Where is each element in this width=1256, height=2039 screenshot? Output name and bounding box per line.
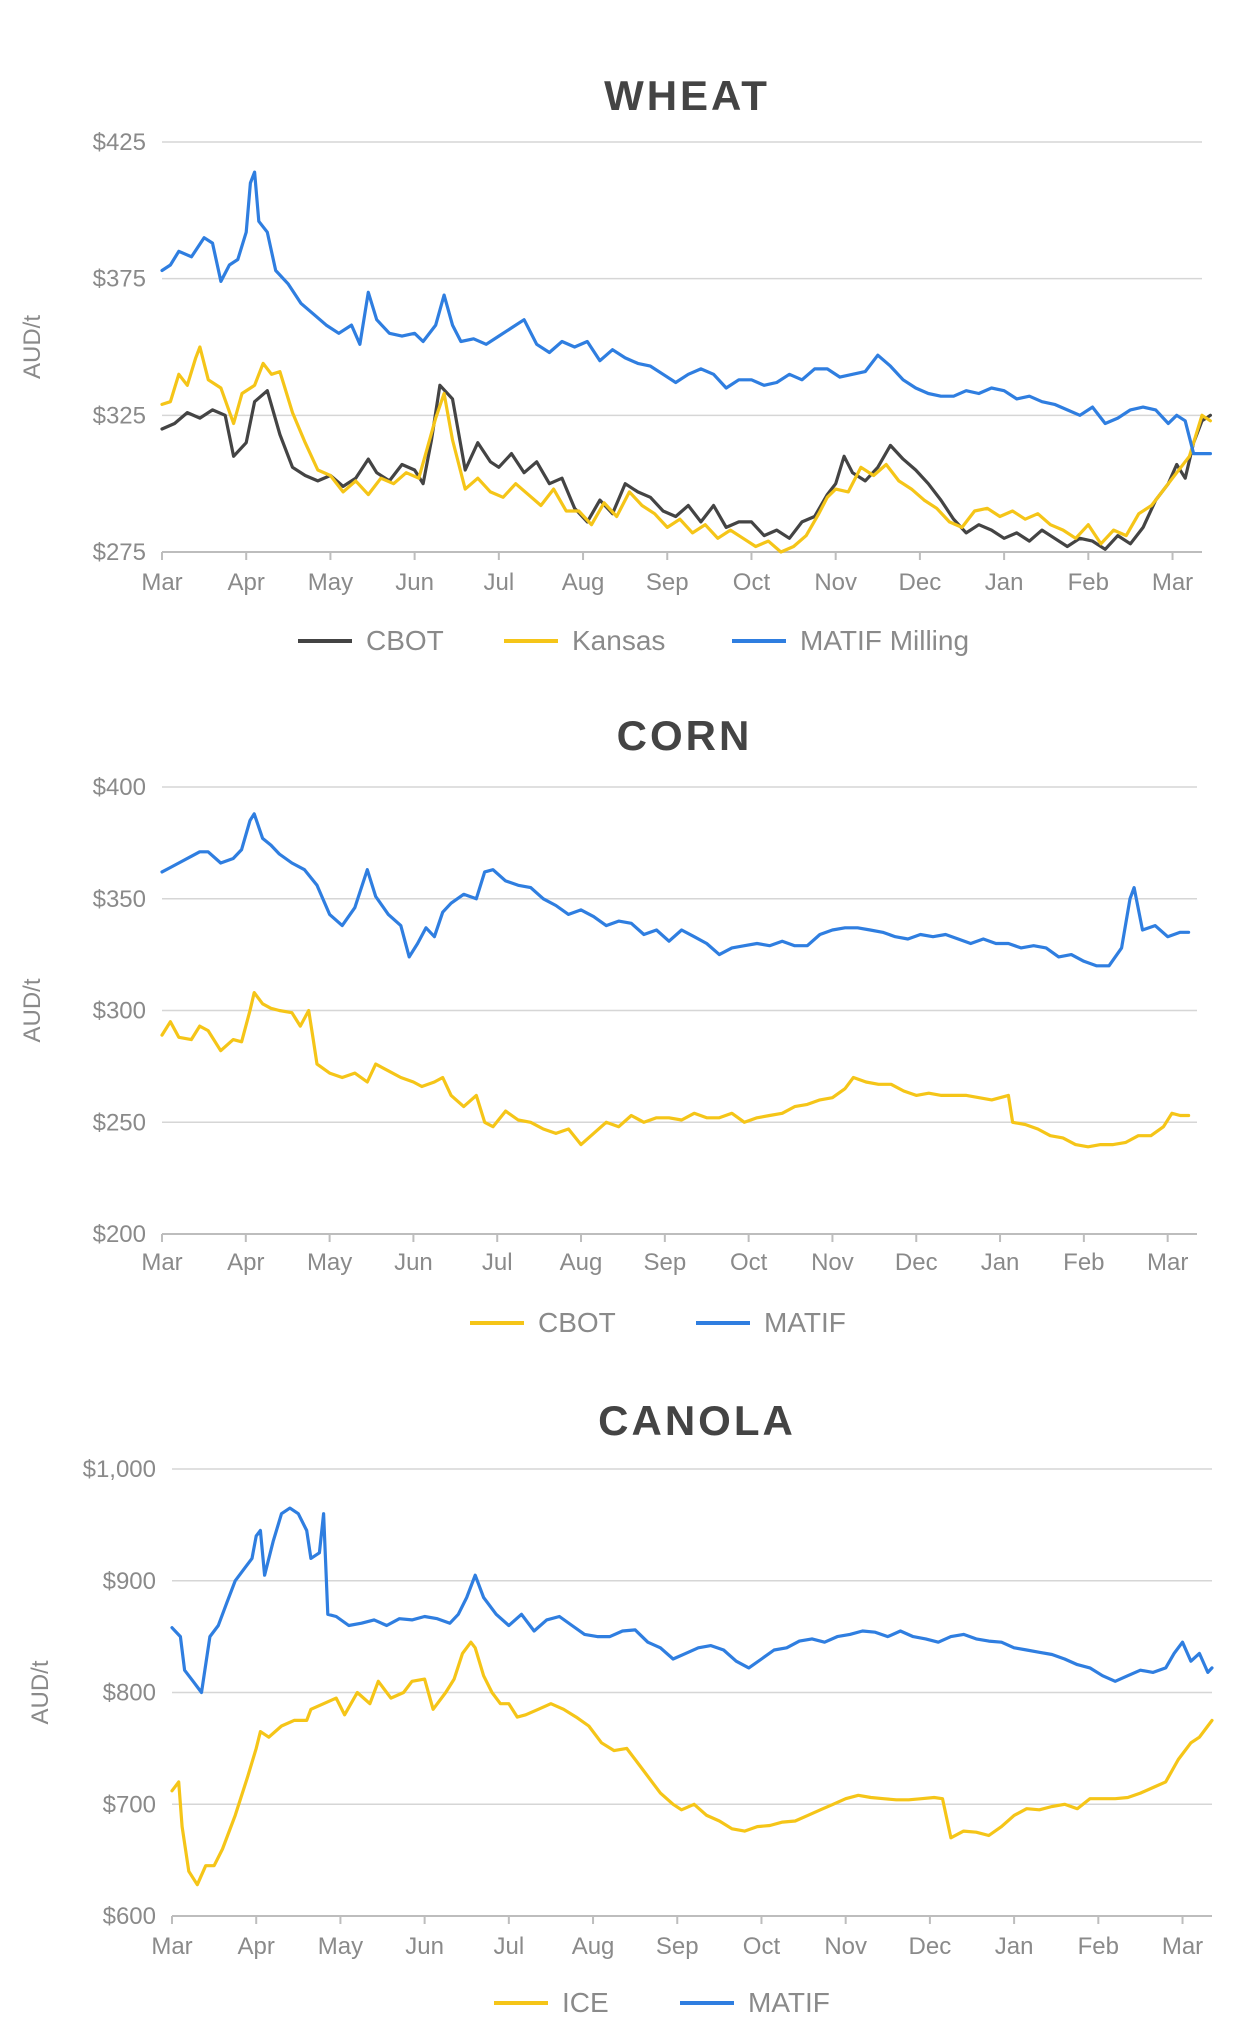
wheat-y-tick-label: $375 [93, 266, 146, 293]
corn-series-matif [160, 812, 1191, 968]
wheat-chart: WHEAT $425 $375 $325 $275 AUD/t Mar Apr May Jun Ju… [19, 72, 1212, 656]
canola-y-tick-label: $600 [103, 1903, 156, 1930]
canola-y-tick-label: $900 [103, 1568, 156, 1595]
wheat-series-matif-milling [160, 170, 1212, 456]
canola-x-tick-label: Jul [493, 1933, 524, 1960]
corn-y-tick-label: $350 [93, 886, 146, 913]
corn-legend-item-matif: MATIF [696, 1307, 846, 1338]
canola-x-tick-label: Oct [743, 1933, 781, 1960]
canola-x-tick-label: Nov [824, 1933, 867, 1960]
corn-x-tick-label: Jun [394, 1249, 433, 1276]
wheat-x-tick-label: May [308, 569, 353, 596]
corn-x-tick-label: Sep [643, 1249, 686, 1276]
wheat-series-cbot [160, 383, 1212, 551]
corn-y-tick-label: $400 [93, 774, 146, 801]
corn-legend-item-cbot: CBOT [470, 1307, 616, 1338]
wheat-x-tick-label: Apr [228, 569, 265, 596]
canola-x-tick-label: May [318, 1933, 363, 1960]
wheat-x-tick-label: Jan [985, 569, 1024, 596]
canola-x-tick-label: Apr [238, 1933, 275, 1960]
wheat-legend-label: CBOT [366, 625, 444, 656]
corn-series-cbot [160, 991, 1191, 1149]
wheat-x-tick-label: Sep [646, 569, 689, 596]
corn-x-tick-label: Nov [811, 1249, 854, 1276]
corn-y-tick-label: $200 [93, 1221, 146, 1248]
corn-y-axis-label: AUD/t [19, 978, 46, 1042]
canola-legend-item-ice: ICE [494, 1987, 609, 2018]
corn-x-tick-label: Feb [1063, 1249, 1104, 1276]
wheat-y-axis-label: AUD/t [19, 315, 46, 379]
corn-chart: CORN $400 $350 $300 $250 $200 AUD/t Mar Apr May Ju… [19, 712, 1197, 1338]
canola-y-tick-label: $1,000 [83, 1456, 156, 1483]
wheat-y-tick-label: $325 [93, 402, 146, 429]
canola-x-tick-label: Mar [1162, 1933, 1203, 1960]
wheat-legend-item-cbot: CBOT [298, 625, 444, 656]
corn-x-tick-label: Mar [141, 1249, 182, 1276]
wheat-x-tick-label: Jul [483, 569, 514, 596]
canola-x-tick-label: Jun [405, 1933, 444, 1960]
wheat-x-tick-label: Nov [814, 569, 857, 596]
canola-y-tick-label: $800 [103, 1680, 156, 1707]
wheat-x-tick-label: Mar [1152, 569, 1193, 596]
wheat-x-tick-label: Aug [562, 569, 605, 596]
wheat-series-kansas [160, 345, 1212, 554]
canola-legend-label: ICE [562, 1987, 609, 2018]
corn-x-tick-label: Aug [560, 1249, 603, 1276]
canola-y-tick-label: $700 [103, 1791, 156, 1818]
wheat-legend-item-matif-milling: MATIF Milling [732, 625, 969, 656]
canola-legend-label: MATIF [748, 1987, 830, 2018]
canola-chart-title: CANOLA [598, 1397, 796, 1444]
corn-x-tick-label: Dec [895, 1249, 938, 1276]
wheat-legend-item-kansas: Kansas [504, 625, 665, 656]
canola-x-tick-label: Dec [909, 1933, 952, 1960]
canola-y-axis-label: AUD/t [27, 1660, 54, 1724]
corn-x-tick-label: May [307, 1249, 352, 1276]
wheat-x-tick-label: Mar [141, 569, 182, 596]
wheat-x-tick-label: Jun [395, 569, 434, 596]
canola-x-tick-label: Jan [995, 1933, 1034, 1960]
corn-legend-label: CBOT [538, 1307, 616, 1338]
canola-series-matif [170, 1506, 1214, 1695]
wheat-chart-title: WHEAT [604, 72, 770, 119]
canola-x-tick-label: Aug [572, 1933, 615, 1960]
wheat-y-tick-label: $275 [93, 539, 146, 566]
corn-x-tick-label: Oct [730, 1249, 768, 1276]
canola-legend-item-matif: MATIF [680, 1987, 830, 2018]
wheat-x-tick-label: Oct [733, 569, 771, 596]
canola-series-ice [170, 1640, 1214, 1887]
corn-chart-title: CORN [617, 712, 753, 759]
wheat-x-tick-label: Dec [899, 569, 942, 596]
canola-x-tick-label: Sep [656, 1933, 699, 1960]
canola-x-tick-label: Feb [1078, 1933, 1119, 1960]
wheat-legend-label: Kansas [572, 625, 665, 656]
canola-chart: CANOLA $1,000 $900 $800 $700 $600 AUD/t Mar Apr M… [27, 1397, 1214, 2018]
corn-x-tick-label: Jan [981, 1249, 1020, 1276]
wheat-legend-label: MATIF Milling [800, 625, 969, 656]
corn-y-tick-label: $300 [93, 998, 146, 1025]
corn-x-tick-label: Apr [227, 1249, 264, 1276]
corn-legend-label: MATIF [764, 1307, 846, 1338]
corn-y-tick-label: $250 [93, 1109, 146, 1136]
corn-x-tick-label: Mar [1147, 1249, 1188, 1276]
corn-x-tick-label: Jul [482, 1249, 513, 1276]
wheat-y-tick-label: $425 [93, 129, 146, 156]
wheat-x-tick-label: Feb [1068, 569, 1109, 596]
canola-x-tick-label: Mar [151, 1933, 192, 1960]
